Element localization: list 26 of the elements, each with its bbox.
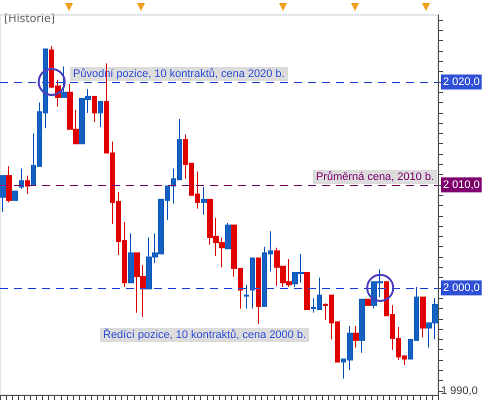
candlestick bbox=[365, 298, 371, 306]
ref-line-label: Ředící pozice, 10 kontraktů, cena 2000 b. bbox=[100, 328, 310, 342]
y-tick-label: 1 990,0 bbox=[441, 384, 478, 397]
candlestick bbox=[12, 190, 18, 201]
candlestick bbox=[92, 96, 97, 123]
candlestick bbox=[25, 175, 30, 195]
candlestick bbox=[225, 222, 231, 250]
candlestick bbox=[0, 175, 6, 212]
candlestick bbox=[19, 168, 24, 190]
candlestick bbox=[128, 232, 134, 284]
y-tick-label: 2 000,0 bbox=[443, 282, 480, 294]
candlestick bbox=[6, 166, 12, 203]
candlestick bbox=[353, 326, 359, 348]
candlestick bbox=[201, 186, 207, 216]
candlestick bbox=[256, 258, 261, 324]
y-tick-label: 2 010,0 bbox=[443, 178, 480, 191]
ref-line-label: Průměrná cena, 2010 b. bbox=[312, 170, 437, 184]
candlestick bbox=[304, 272, 310, 310]
candlestick bbox=[98, 101, 103, 128]
candlestick bbox=[250, 258, 255, 309]
candlestick bbox=[420, 296, 426, 338]
candlestick bbox=[244, 284, 249, 309]
y-tick-label: 2 020,0 bbox=[443, 76, 480, 88]
annotation: [Historie] bbox=[4, 12, 56, 25]
candlestick bbox=[61, 66, 67, 98]
candlestick bbox=[359, 298, 365, 354]
